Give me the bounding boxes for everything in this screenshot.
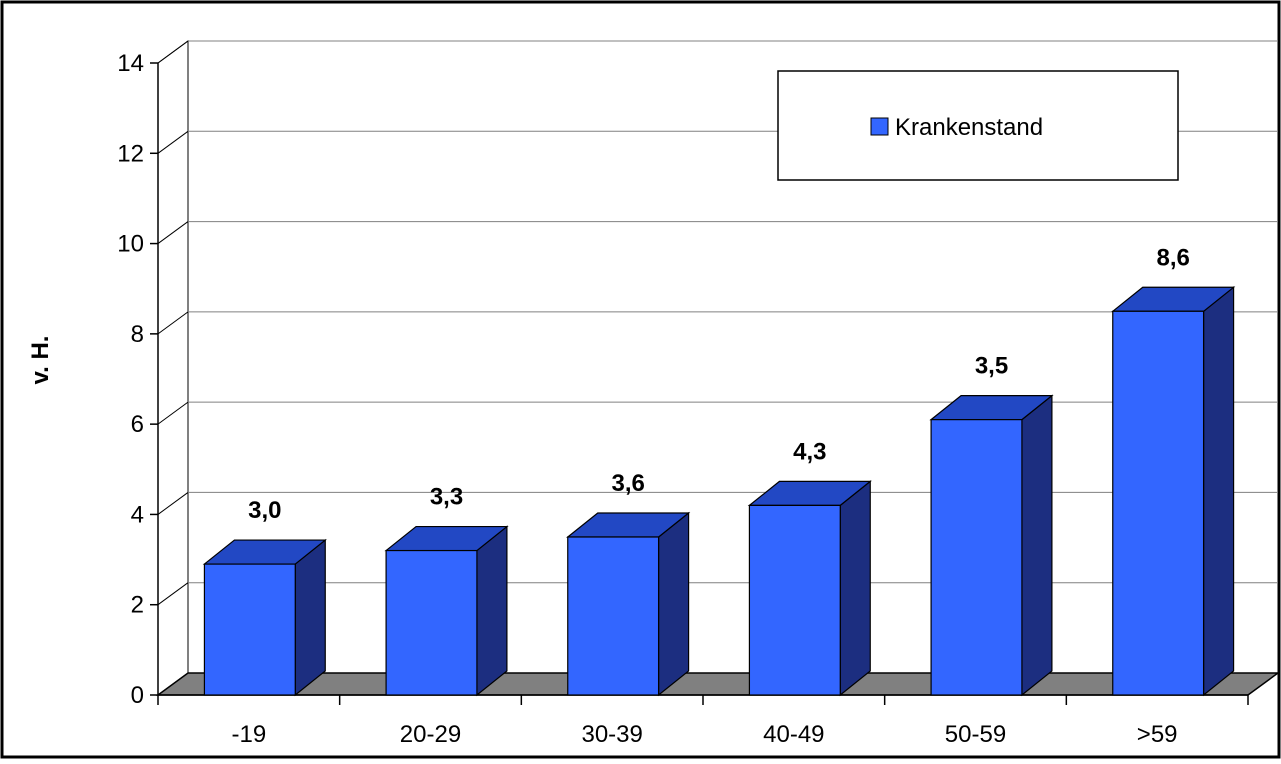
data-labels: 3,0 3,3 3,6 4,3 3,5 8,6 (248, 244, 1190, 524)
y-tick-label: 2 (131, 592, 144, 619)
x-tick-label: 50-59 (945, 721, 1006, 748)
y-tick-label: 12 (117, 140, 144, 167)
floor-plane (155, 672, 1281, 696)
y-tick-label: 10 (117, 231, 144, 258)
x-tick-label: 20-29 (400, 721, 461, 748)
legend-box (777, 70, 1179, 181)
bar-side (294, 538, 326, 697)
side-wall (157, 40, 189, 696)
y-tick-label: 6 (131, 411, 144, 438)
gridline-side (157, 130, 189, 154)
x-tick-label: -19 (231, 721, 266, 748)
gridline-side (157, 221, 189, 244)
y-tick-label: 0 (131, 682, 144, 709)
y-axis-label: v. H. (27, 336, 54, 385)
data-label: 3,6 (611, 470, 644, 497)
bars (202, 286, 1236, 697)
gridline-side (157, 492, 189, 515)
x-tick-label: 40-49 (763, 721, 824, 748)
bar-side (839, 480, 871, 697)
data-label: 8,6 (1156, 244, 1189, 271)
data-label: 3,0 (248, 497, 281, 524)
legend: Krankenstand (777, 70, 1179, 181)
y-tick-label: 14 (117, 50, 144, 77)
data-label: 4,3 (793, 438, 826, 465)
x-tick-labels: -19 20-29 30-39 40-49 50-59 >59 (231, 721, 1177, 748)
bar-side (476, 525, 508, 697)
data-label: 3,5 (975, 353, 1008, 380)
bar-side (1021, 394, 1053, 697)
axes (150, 62, 1249, 705)
bar-side (1202, 286, 1235, 697)
bar (567, 536, 660, 696)
x-tick-label: 30-39 (581, 721, 642, 748)
gridline-side (157, 401, 189, 425)
legend-swatch (870, 117, 889, 136)
bar (385, 549, 478, 696)
bar (748, 504, 841, 696)
bar (930, 419, 1023, 696)
plot-floor (155, 672, 1281, 696)
gridline-side (157, 582, 189, 606)
gridline-side (157, 311, 189, 335)
gridlines (157, 40, 1278, 606)
y-tick-label: 8 (131, 321, 144, 348)
legend-label: Krankenstand (895, 114, 1043, 141)
x-tick-label: >59 (1137, 721, 1178, 748)
data-label: 3,3 (430, 484, 463, 511)
y-tick-labels: 0 2 4 6 8 10 12 14 (117, 50, 144, 709)
bar (203, 563, 296, 696)
gridline-side (157, 40, 189, 64)
bar (1112, 310, 1205, 696)
y-tick-label: 4 (131, 501, 144, 528)
bar-side (657, 511, 690, 697)
